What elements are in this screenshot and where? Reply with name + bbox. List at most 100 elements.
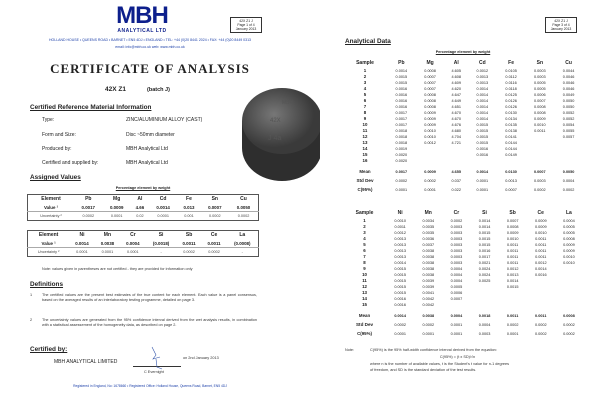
table-cell: Value ¹ — [43, 204, 59, 210]
table-cell: Ni — [79, 232, 85, 238]
table-cell: 0.0003 — [534, 69, 546, 73]
table-cell: 0.0017 — [478, 255, 491, 259]
table-cell: 0.0001 — [110, 213, 123, 218]
table-cell: 0.0039 — [422, 285, 435, 289]
percentage-caption-right: Percentage element by weight — [435, 50, 491, 54]
table-cell: 0.0015 — [478, 243, 491, 247]
table-cell: 5 — [363, 242, 366, 247]
sample-row: 16 0.0020 — [343, 158, 583, 164]
table-cell: 13 — [362, 140, 368, 145]
mean-row: Mean 0.0017 0.0009 4.655 0.0014 0.0130 0.0007 0… — [343, 164, 583, 176]
table-cell: 0.0018 — [395, 135, 408, 139]
table-cell: Std Dev — [355, 321, 374, 327]
std-dev-row: Std Dev 0.0002 0.0002 0.037 0.0001 0.0013 0.00… — [343, 176, 583, 185]
table-cell: 4 — [363, 86, 367, 91]
definition-1: The certified values are the present bes… — [42, 293, 257, 302]
table-cell: 0.0008 — [424, 69, 436, 73]
certifier-name: MBH ANALYTICAL LIMITED — [54, 359, 118, 365]
table-cell: 0.0011 — [394, 225, 406, 229]
table-cell: 0.0015 — [478, 231, 491, 235]
table-cell: 11 — [362, 128, 368, 133]
table-cell: 0.0105 — [505, 69, 517, 73]
table-cell: 6 — [363, 248, 366, 253]
table-cell: 0.0016 — [478, 249, 491, 253]
table-cell: 0.0015 — [478, 237, 491, 241]
table-cell: 4.676 — [451, 123, 461, 127]
table-cell: 0.0005 — [534, 87, 546, 91]
table-cell: 0.0018 — [395, 129, 408, 133]
table-cell: 0.0052 — [562, 117, 575, 121]
certificate-page-1: MBH ANALYTICAL LTD 42X Z1 J Page 1 of 4 J… — [27, 3, 320, 388]
table-cell: 0.0011 — [506, 255, 519, 259]
table-cell: 4.647 — [451, 93, 461, 97]
table-cell: 0.0004 — [450, 313, 463, 318]
sample-row: 15 0.0016 0.0042 — [343, 302, 583, 308]
table-cell: 0.0004 — [563, 219, 575, 223]
table-cell: 0.0126 — [505, 105, 517, 109]
table-cell: Fe — [186, 196, 192, 202]
table-cell: 0.0009 — [424, 111, 436, 115]
table-cell: 0.0014 — [476, 105, 489, 109]
sample-row: 7 0.0016 0.0008 4.651 0.0014 0.0126 0.0008 0.00… — [343, 104, 583, 110]
table-cell: - — [241, 249, 243, 254]
table-cell: 0.0002 — [208, 249, 220, 254]
table-cell: 0.0014 — [534, 267, 547, 271]
table-cell: Ce — [210, 232, 218, 238]
table-cell: 0.0007 — [208, 204, 222, 210]
table-cell: 0.0011 — [207, 240, 221, 246]
header-row: Sample Pb Mg Al Cd Fe Sn Cu — [343, 58, 583, 68]
registration-footer: Registered in England, No: 1678660 • Reg… — [73, 384, 227, 388]
table-cell: 0.0038 — [422, 261, 435, 265]
sample-row: 1 0.0010 0.0034 0.0002 0.0014 0.0007 0.0009 0.0… — [343, 218, 583, 224]
table-cell: 0.0012 — [394, 231, 406, 235]
svg-text:42X: 42X — [270, 118, 281, 124]
table-cell: 0.0014 — [476, 117, 489, 121]
table-cell: 0.0118 — [505, 87, 517, 91]
sample-row: 5 0.0016 0.0008 4.647 0.0014 0.0125 0.0006 0.00… — [343, 92, 583, 98]
note-label: Note: — [345, 348, 355, 352]
table-cell: 0.0144 — [505, 141, 517, 145]
sample-row: 10 0.0017 0.0009 4.676 0.0015 0.0135 0.0010 0.0… — [343, 122, 583, 128]
table-cell: 0.0038 — [422, 313, 435, 318]
table-cell: 2 — [363, 74, 367, 79]
table-cell: 0.0010 — [563, 261, 575, 265]
table-cell: 0.0014 — [394, 313, 406, 318]
table-cell: 0.0016 — [395, 99, 408, 103]
material-code: 42X Z1 — [105, 86, 126, 93]
table-cell: Fe — [508, 60, 514, 66]
table-cell: 0.0014 — [478, 219, 491, 223]
table-cell: Mn — [424, 210, 432, 216]
page-number: Page 3 of 4 — [552, 23, 570, 27]
table-cell: 0.0008 — [563, 313, 575, 318]
table-cell: Mean — [358, 312, 371, 318]
ref-code: 42X Z1 J — [554, 19, 568, 23]
table-cell: 0.0046 — [562, 87, 575, 91]
assigned-values-heading: Assigned Values — [30, 174, 81, 181]
table-cell: 0.0003 — [450, 225, 463, 229]
table-cell: Uncertainty ² — [37, 249, 60, 254]
table-cell: 0.0052 — [562, 111, 575, 115]
reference-box: 42X Z1 J Page 1 of 4 January 2013 — [230, 17, 262, 33]
table-cell: 0.0003 — [450, 261, 463, 265]
header-row: Element Pb Mg Al Cd Fe Sn Cu — [28, 195, 259, 204]
table-cell: 0.0016 — [476, 147, 489, 151]
table-cell: 0.0011 — [535, 313, 547, 318]
table-cell: 4.66 — [135, 204, 145, 210]
table-cell: 0.0001 — [424, 187, 436, 192]
definitions-heading: Definitions — [30, 281, 64, 288]
table-cell: 0.0015 — [476, 123, 489, 127]
table-cell: 0.0015 — [394, 291, 406, 295]
table-cell: 0.0038 — [422, 255, 435, 259]
table-cell: 0.0005 — [563, 225, 575, 229]
certification-date: on 2nd January 2013 — [183, 356, 219, 360]
table-cell: 0.0054 — [562, 123, 575, 127]
table-cell: La — [239, 232, 246, 238]
table-cell: 0.0038 — [422, 249, 435, 253]
table-cell: 0.0044 — [562, 69, 575, 73]
table-cell: 4.605 — [451, 69, 461, 73]
table-cell: 11 — [362, 278, 367, 283]
table-cell: 0.0011 — [535, 237, 547, 241]
sample-row: 11 0.0018 0.0010 4.680 0.0015 0.0138 0.0011 0.0… — [343, 128, 583, 134]
table-cell: 0.0009 — [109, 204, 124, 210]
table-cell: 12 — [362, 134, 368, 139]
